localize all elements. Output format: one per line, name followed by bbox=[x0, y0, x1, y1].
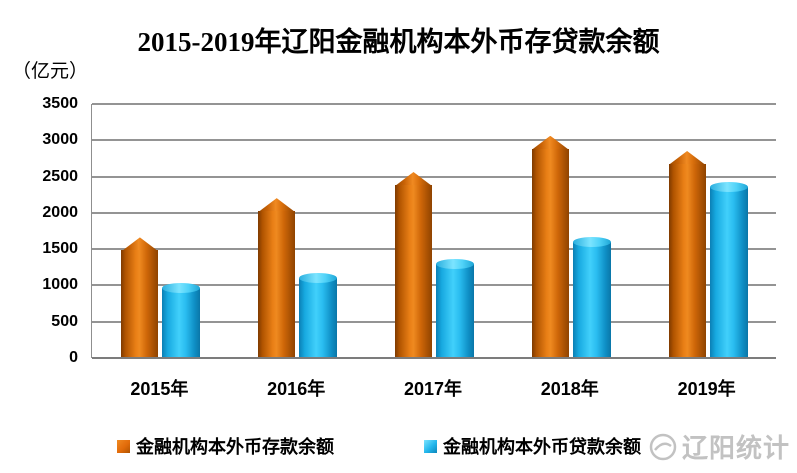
loan-bar-body bbox=[572, 241, 611, 359]
deposit-bar-cap bbox=[668, 150, 706, 165]
x-axis-label: 2016年 bbox=[267, 379, 326, 399]
legend-item-deposits: 金融机构本外币存款余额 bbox=[117, 435, 334, 457]
gridline bbox=[92, 320, 776, 323]
y-axis-tick-label: 3000 bbox=[42, 131, 78, 149]
deposit-bar bbox=[121, 237, 159, 359]
deposit-bar-cap bbox=[121, 237, 159, 252]
deposit-legend-marker-icon bbox=[117, 439, 130, 453]
deposit-bar-body bbox=[668, 163, 706, 359]
deposit-bar-body bbox=[121, 250, 159, 359]
legend-item-loans: 金融机构本外币贷款余额 bbox=[424, 435, 641, 457]
deposit-bar-body bbox=[258, 211, 296, 359]
liaoyang-stats-watermark: 辽阳统计 bbox=[648, 428, 790, 465]
x-axis-label: 2019年 bbox=[677, 379, 736, 399]
deposit-bar-body bbox=[395, 185, 432, 359]
gridline bbox=[92, 139, 776, 142]
loan-bar-cap bbox=[299, 273, 338, 284]
deposit-bar bbox=[531, 135, 569, 359]
gridline bbox=[92, 175, 776, 178]
loan-bar-body bbox=[299, 278, 338, 359]
y-axis-tick-label: 1500 bbox=[42, 240, 78, 258]
x-axis-label: 2018年 bbox=[540, 379, 599, 399]
y-axis-tick-label: 2500 bbox=[42, 167, 78, 185]
deposit-bar-cap bbox=[531, 135, 569, 150]
loan-bar-cap bbox=[709, 181, 748, 192]
loan-bar bbox=[709, 181, 748, 359]
y-axis-tick-label: 2000 bbox=[42, 203, 78, 221]
y-axis-tick-label: 500 bbox=[51, 312, 78, 330]
x-axis-line bbox=[92, 357, 776, 359]
loan-bar-body bbox=[709, 186, 748, 359]
loan-bar-cap bbox=[162, 283, 201, 294]
deposit-bar bbox=[258, 198, 296, 359]
watermark-logo-icon bbox=[649, 433, 677, 460]
x-axis-label: 2015年 bbox=[130, 379, 189, 399]
plot-area bbox=[91, 103, 776, 359]
deposit-bar-cap bbox=[258, 198, 296, 213]
loan-bar-body bbox=[162, 288, 201, 359]
deposit-legend-label: 金融机构本外币存款余额 bbox=[136, 437, 334, 457]
gridline bbox=[92, 211, 776, 214]
loan-legend-marker-icon bbox=[424, 439, 437, 453]
x-axis-label: 2017年 bbox=[403, 379, 463, 399]
y-axis-tick-label: 0 bbox=[69, 349, 78, 366]
loan-bar-cap bbox=[572, 236, 611, 247]
loan-bar bbox=[162, 283, 201, 359]
deposit-bar-cap bbox=[395, 172, 432, 187]
y-axis-tick-label: 1000 bbox=[42, 276, 78, 294]
deposit-bar bbox=[668, 150, 706, 359]
loan-bar-body bbox=[436, 263, 474, 359]
loan-bar bbox=[572, 236, 611, 359]
deposit-bar-body bbox=[531, 148, 569, 359]
y-axis-tick-label: 3500 bbox=[42, 95, 78, 112]
loan-legend-label: 金融机构本外币贷款余额 bbox=[443, 437, 641, 457]
y-axis-unit-label: （亿元） bbox=[12, 61, 89, 82]
watermark-text: 辽阳统计 bbox=[682, 434, 791, 463]
gridline bbox=[92, 248, 776, 251]
loan-bar bbox=[299, 273, 338, 359]
loan-bar-cap bbox=[436, 258, 474, 269]
chart-title: 2015-2019年辽阳金融机构本外币存贷款余额 bbox=[137, 27, 660, 57]
gridline bbox=[92, 103, 776, 106]
loan-bar bbox=[436, 258, 474, 359]
deposit-bar bbox=[395, 172, 432, 359]
gridline bbox=[92, 284, 776, 287]
